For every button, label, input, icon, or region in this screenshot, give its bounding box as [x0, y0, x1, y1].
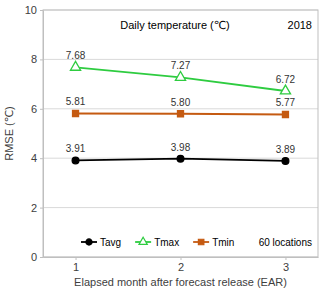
x-tick-label: 1 [73, 261, 79, 273]
marker [175, 72, 185, 81]
marker [72, 157, 79, 164]
grid [43, 10, 318, 257]
data-label: 7.68 [66, 50, 86, 61]
legend-label: Tavg [100, 237, 121, 248]
chart: 0246810123Daily temperature (℃)201860 lo… [0, 0, 336, 298]
y-tick-label: 4 [31, 152, 37, 164]
x-tick-label: 3 [283, 261, 289, 273]
marker [73, 110, 79, 116]
marker [282, 158, 289, 165]
data-label: 5.80 [171, 97, 191, 108]
x-tick-mark [76, 257, 77, 260]
legend-label: Tmax [154, 237, 179, 248]
legend: Tavg Tmax Tmin [81, 237, 234, 248]
y-tick-mark [40, 208, 43, 209]
y-axis: 0 2 4 6 8 10 [25, 4, 44, 263]
legend-marker [86, 239, 92, 245]
y-axis-title: RMSE (℃) [3, 106, 15, 161]
y-tick: 10 [25, 4, 43, 16]
y-tick-label: 10 [25, 4, 37, 16]
marker [70, 61, 80, 70]
x-tick: 2 [178, 257, 184, 273]
marker [178, 111, 184, 117]
marker [177, 155, 184, 162]
y-tick-mark [40, 10, 43, 11]
y-tick-mark [40, 257, 43, 258]
y-tick-label: 6 [31, 103, 37, 115]
y-tick-mark [40, 109, 43, 110]
data-label: 5.81 [66, 96, 86, 107]
plot: 0246810123Daily temperature (℃)201860 lo… [25, 4, 319, 273]
data-labels: 3.91 3.98 3.89 7.68 7.27 6.72 5.81 5.80 5.77 [66, 50, 296, 155]
legend-item: Tavg [81, 237, 121, 248]
legend-marker [198, 239, 203, 244]
y-tick: 6 [31, 103, 43, 115]
y-tick-label: 8 [31, 53, 37, 65]
plot-frame [43, 10, 318, 257]
title: Daily temperature (℃) [120, 19, 230, 31]
data-label: 3.98 [171, 142, 191, 153]
data-label: 7.27 [171, 60, 191, 71]
y-tick: 2 [31, 202, 43, 214]
x-axis: 1 2 3 [44, 257, 319, 273]
y-tick-label: 2 [31, 202, 37, 214]
y-axis-line [43, 11, 44, 258]
y-tick: 4 [31, 152, 43, 164]
data-label: 6.72 [276, 74, 296, 85]
x-axis-title: Elapsed month after forecast release (EA… [74, 276, 287, 288]
marks [70, 61, 290, 164]
y-tick: 0 [31, 251, 43, 263]
marker [282, 111, 288, 117]
x-tick-mark [181, 257, 182, 260]
x-tick-mark [285, 257, 286, 260]
legend-item: Tmin [193, 237, 234, 248]
x-tick: 1 [73, 257, 79, 273]
annotation: 2018 [288, 19, 312, 31]
y-tick: 8 [31, 53, 43, 65]
legend-marker [139, 237, 147, 244]
legend-label: Tmin [212, 237, 234, 248]
x-tick: 3 [283, 257, 289, 273]
y-tick-label: 0 [31, 251, 37, 263]
data-label: 3.91 [66, 143, 86, 154]
x-tick-label: 2 [178, 261, 184, 273]
grid-line [43, 207, 318, 208]
data-label: 3.89 [276, 144, 296, 155]
y-tick-mark [40, 158, 43, 159]
data-label: 5.77 [276, 97, 296, 108]
y-tick-mark [40, 59, 43, 60]
marker [280, 85, 290, 94]
annotation: 60 locations [259, 237, 312, 248]
legend-item: Tmax [135, 237, 179, 248]
